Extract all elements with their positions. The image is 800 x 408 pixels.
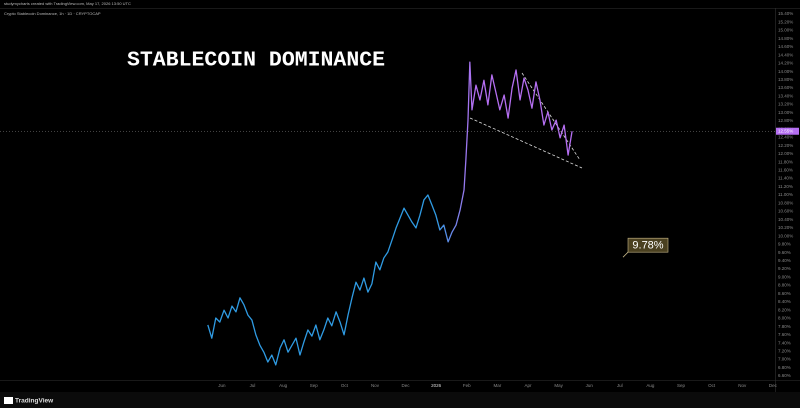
y-tick-label: 14.00% — [778, 69, 793, 74]
y-tick-label: 14.60% — [778, 44, 793, 49]
x-tick-label: Jul — [617, 383, 623, 388]
y-tick-label: 13.60% — [778, 85, 793, 90]
price-line — [207, 61, 573, 366]
y-tick-label: 14.40% — [778, 52, 793, 57]
y-tick-label: 6.60% — [778, 373, 791, 378]
x-tick-label: Apr — [524, 383, 532, 388]
x-tick-label: Feb — [463, 383, 471, 388]
y-tick-label: 13.80% — [778, 77, 793, 82]
y-tick-label: 6.80% — [778, 365, 791, 370]
y-tick-label: 13.00% — [778, 110, 793, 115]
y-tick-label: 10.00% — [778, 233, 793, 238]
x-tick-label: Dec — [769, 383, 778, 388]
y-tick-label: 12.20% — [778, 143, 793, 148]
x-tick-label: Oct — [341, 383, 349, 388]
wedge-lower — [469, 117, 583, 169]
x-tick-label: Aug — [279, 383, 288, 388]
symbol: Crypto Stablecoin Dominance, 1h · 1D · C… — [4, 11, 101, 16]
y-tick-label: 10.60% — [778, 209, 793, 214]
x-tick-label: Mar — [494, 383, 502, 388]
y-tick-label: 13.20% — [778, 102, 793, 107]
x-tick-label: Nov — [371, 383, 380, 388]
y-tick-label: 10.80% — [778, 200, 793, 205]
y-tick-label: 11.80% — [778, 159, 793, 164]
last-price-label: 12.55% — [778, 128, 793, 133]
x-tick-label: Dec — [402, 383, 411, 388]
x-tick-label: Sep — [677, 383, 686, 388]
y-tick-label: 8.20% — [778, 307, 791, 312]
y-tick-label: 7.20% — [778, 349, 791, 354]
x-tick-label: Jun — [586, 383, 594, 388]
y-tick-label: 9.40% — [778, 258, 791, 263]
y-tick-label: 11.00% — [778, 192, 793, 197]
y-tick-label: 9.00% — [778, 274, 791, 279]
y-tick-label: 11.20% — [778, 184, 793, 189]
y-tick-label: 11.40% — [778, 176, 793, 181]
y-tick-label: 12.00% — [778, 151, 793, 156]
y-tick-label: 15.20% — [778, 19, 793, 24]
y-tick-label: 7.60% — [778, 332, 791, 337]
x-tick-label: 2026 — [431, 383, 442, 388]
y-tick-label: 8.00% — [778, 316, 791, 321]
y-tick-label: 8.80% — [778, 283, 791, 288]
logo-icon — [4, 397, 13, 404]
footer — [0, 392, 800, 408]
x-tick-label: Aug — [646, 383, 655, 388]
y-tick-label: 13.40% — [778, 93, 793, 98]
y-tick-label: 7.00% — [778, 357, 791, 362]
annotation-label: 9.78% — [632, 240, 663, 252]
y-tick-label: 8.40% — [778, 299, 791, 304]
y-tick-label: 8.60% — [778, 291, 791, 296]
y-tick-label: 12.40% — [778, 135, 793, 140]
y-tick-label: 9.20% — [778, 266, 791, 271]
y-tick-label: 9.60% — [778, 250, 791, 255]
y-tick-label: 15.40% — [778, 11, 793, 16]
x-tick-label: Jul — [250, 383, 256, 388]
x-tick-label: May — [554, 383, 563, 388]
y-tick-label: 15.00% — [778, 28, 793, 33]
x-tick-label: Jun — [218, 383, 226, 388]
last-price-box — [776, 127, 799, 135]
annotation-box — [627, 237, 669, 253]
y-tick-label: 10.40% — [778, 217, 793, 222]
y-tick-label: 7.80% — [778, 324, 791, 329]
y-tick-label: 9.80% — [778, 242, 791, 247]
x-tick-label: Sep — [310, 383, 319, 388]
y-tick-label: 10.20% — [778, 225, 793, 230]
y-tick-label: 12.80% — [778, 118, 793, 123]
y-tick-label: 14.80% — [778, 36, 793, 41]
y-tick-label: 14.20% — [778, 61, 793, 66]
x-tick-label: Oct — [708, 383, 716, 388]
chart-title: STABLECOIN DOMINANCE — [127, 49, 385, 73]
logo: TradingView — [15, 398, 54, 405]
x-tick-label: Nov — [738, 383, 747, 388]
credit: studymycharts created with TradingView.c… — [4, 1, 131, 6]
y-tick-label: 7.40% — [778, 340, 791, 345]
y-tick-label: 11.60% — [778, 168, 793, 173]
